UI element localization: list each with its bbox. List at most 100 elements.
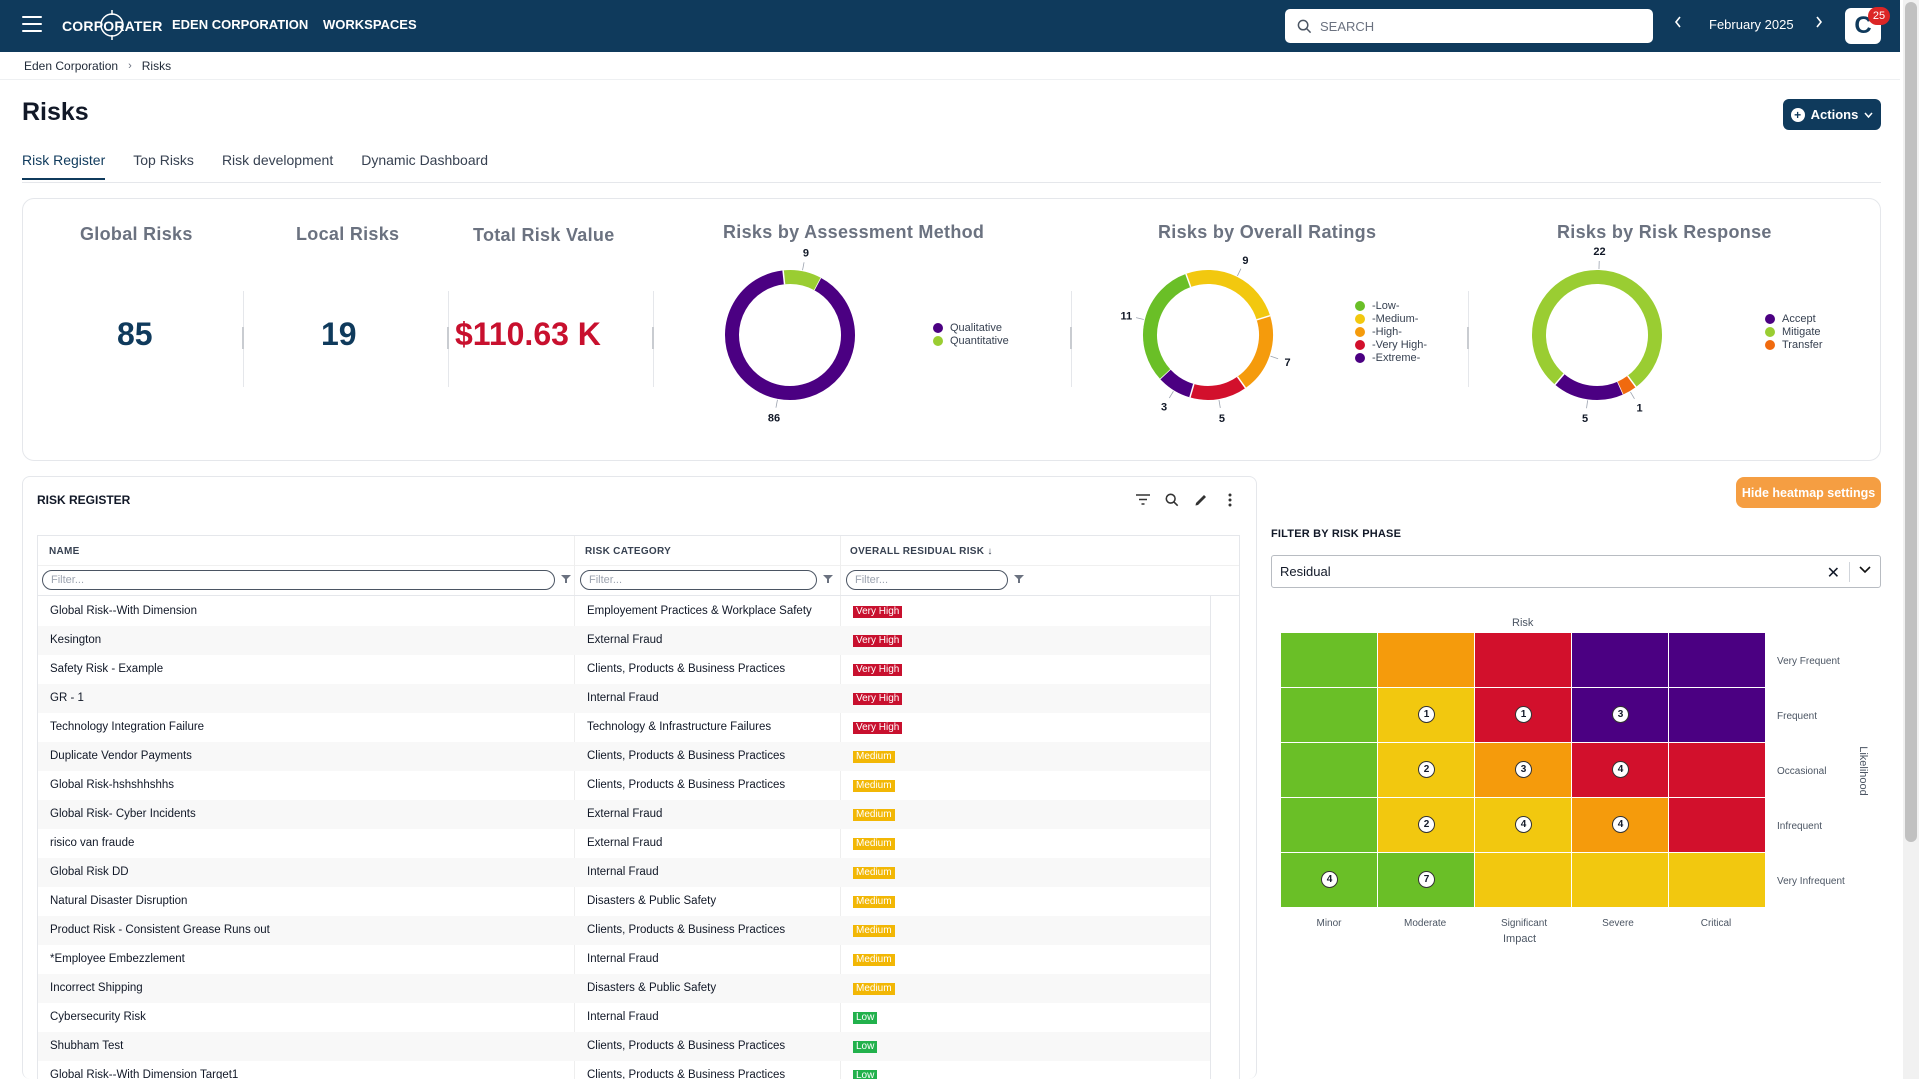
table-row[interactable]: Duplicate Vendor Payments Clients, Produc… <box>38 742 1210 771</box>
local-risks-value[interactable]: 19 <box>321 316 357 352</box>
heatmap-cell[interactable] <box>1669 688 1765 742</box>
heatmap-count-badge[interactable]: 1 <box>1515 706 1532 723</box>
clear-icon[interactable]: ✕ <box>1826 565 1840 582</box>
heatmap-count-badge[interactable]: 2 <box>1418 761 1435 778</box>
donut-slice[interactable] <box>1237 315 1273 389</box>
more-vertical-icon[interactable] <box>1221 491 1238 508</box>
table-row[interactable]: Global Risk--With Dimension Employement P… <box>38 597 1210 626</box>
table-row[interactable]: Technology Integration Failure Technology… <box>38 713 1210 742</box>
legend-item[interactable]: Qualitative <box>933 322 1002 334</box>
column-risk-header[interactable]: OVERALL RESIDUAL RISK ↓ <box>850 546 993 557</box>
total-risk-value[interactable]: $110.63 K <box>455 316 601 352</box>
page-scrollbar[interactable] <box>1903 0 1919 1079</box>
table-row[interactable]: Global Risk- Cyber Incidents External Fra… <box>38 800 1210 829</box>
risk-name-cell[interactable]: Shubham Test <box>50 1040 124 1052</box>
column-filter-icon[interactable] <box>823 575 833 583</box>
donut-slice[interactable] <box>1189 376 1246 400</box>
column-filter-icon[interactable] <box>561 575 571 583</box>
risk-name-cell[interactable]: Kesington <box>50 634 102 646</box>
scroll-thumb[interactable] <box>1905 2 1917 842</box>
legend-item[interactable]: Accept <box>1765 313 1816 325</box>
breadcrumb-eden-corporation[interactable]: Eden Corporation <box>24 59 119 73</box>
table-row[interactable]: Global Risk-hshshhshhs Clients, Products … <box>38 771 1210 800</box>
tab-dynamic-dashboard[interactable]: Dynamic Dashboard <box>361 152 489 168</box>
risk-name-cell[interactable]: Technology Integration Failure <box>50 721 205 733</box>
heatmap-cell[interactable] <box>1669 798 1765 852</box>
actions-button[interactable]: + Actions <box>1783 99 1881 130</box>
risk-name-cell[interactable]: Global Risk- Cyber Incidents <box>50 808 196 820</box>
risk-name-cell[interactable]: *Employee Embezzlement <box>50 953 185 965</box>
risk-phase-select[interactable]: Residual ✕ <box>1271 555 1881 588</box>
risk-name-cell[interactable]: Cybersecurity Risk <box>50 1011 146 1023</box>
edit-icon[interactable] <box>1192 491 1209 508</box>
hide-heatmap-settings-button[interactable]: Hide heatmap settings <box>1736 477 1881 508</box>
table-row[interactable]: Global Risk--With Dimension Target1 Clien… <box>38 1061 1210 1079</box>
table-row[interactable]: Incorrect Shipping Disasters & Public Saf… <box>38 974 1210 1003</box>
risk-name-cell[interactable]: Global Risk--With Dimension <box>50 605 197 617</box>
heatmap-cell[interactable] <box>1281 798 1377 852</box>
table-row[interactable]: Natural Disaster Disruption Disasters & P… <box>38 887 1210 916</box>
donut-slice[interactable] <box>1532 270 1662 387</box>
table-row[interactable]: Kesington External Fraud Very High <box>38 626 1210 655</box>
table-row[interactable]: Shubham Test Clients, Products & Business… <box>38 1032 1210 1061</box>
column-filter-icon[interactable] <box>1014 575 1024 583</box>
heatmap-count-badge[interactable]: 4 <box>1612 816 1629 833</box>
legend-item[interactable]: -Low- <box>1355 300 1400 312</box>
name-filter-input[interactable] <box>42 570 555 590</box>
legend-item[interactable]: -Very High- <box>1355 339 1427 351</box>
heatmap-count-badge[interactable]: 4 <box>1515 816 1532 833</box>
column-category-header[interactable]: RISK CATEGORY <box>585 546 672 557</box>
donut-slice[interactable] <box>783 270 821 291</box>
heatmap-cell[interactable] <box>1281 633 1377 687</box>
next-period-icon[interactable] <box>1815 16 1823 31</box>
table-row[interactable]: risico van fraude External Fraud Medium <box>38 829 1210 858</box>
donut-slice[interactable] <box>1185 270 1271 321</box>
heatmap-cell[interactable] <box>1572 853 1668 907</box>
chevron-down-icon[interactable] <box>1859 566 1871 574</box>
heatmap-count-badge[interactable]: 3 <box>1612 706 1629 723</box>
notification-badge[interactable]: 25 <box>1868 7 1890 25</box>
legend-item[interactable]: Transfer <box>1765 339 1823 351</box>
risk-name-cell[interactable]: Global Risk--With Dimension Target1 <box>50 1069 239 1079</box>
global-risks-value[interactable]: 85 <box>117 316 153 352</box>
filter-icon[interactable] <box>1134 491 1151 508</box>
risk-name-cell[interactable]: risico van fraude <box>50 837 135 849</box>
logo[interactable]: CORPORATER <box>62 10 163 40</box>
heatmap-cell[interactable] <box>1378 633 1474 687</box>
heatmap-count-badge[interactable]: 4 <box>1612 761 1629 778</box>
heatmap-cell[interactable] <box>1669 743 1765 797</box>
prev-period-icon[interactable] <box>1674 16 1682 31</box>
risk-name-cell[interactable]: Global Risk DD <box>50 866 129 878</box>
tab-risk-development[interactable]: Risk development <box>221 152 334 168</box>
heatmap-count-badge[interactable]: 7 <box>1418 871 1435 888</box>
risk-name-cell[interactable]: Global Risk-hshshhshhs <box>50 779 175 791</box>
table-row[interactable]: Global Risk DD Internal Fraud Medium <box>38 858 1210 887</box>
risk-name-cell[interactable]: Natural Disaster Disruption <box>50 895 188 907</box>
donut-slice[interactable] <box>1617 375 1636 395</box>
legend-item[interactable]: -Extreme- <box>1355 352 1420 364</box>
grid-vertical-scrollbar[interactable] <box>1210 596 1240 1079</box>
donut-slice[interactable] <box>1554 373 1624 400</box>
table-row[interactable]: GR - 1 Internal Fraud Very High <box>38 684 1210 713</box>
table-row[interactable]: *Employee Embezzlement Internal Fraud Medi… <box>38 945 1210 974</box>
risk-name-cell[interactable]: Incorrect Shipping <box>50 982 143 994</box>
period-label[interactable]: February 2025 <box>1709 17 1794 32</box>
heatmap-cell[interactable] <box>1572 633 1668 687</box>
tab-top-risks[interactable]: Top Risks <box>133 152 194 168</box>
legend-item[interactable]: -High- <box>1355 326 1402 338</box>
legend-item[interactable]: -Medium- <box>1355 313 1418 325</box>
table-row[interactable]: Safety Risk - Example Clients, Products &… <box>38 655 1210 684</box>
search-icon[interactable] <box>1163 491 1180 508</box>
risk-name-cell[interactable]: GR - 1 <box>50 692 84 704</box>
heatmap-cell[interactable] <box>1281 688 1377 742</box>
legend-item[interactable]: Quantitative <box>933 335 1009 347</box>
category-filter-input[interactable] <box>580 570 817 590</box>
donut-slice[interactable] <box>725 270 855 400</box>
heatmap-count-badge[interactable]: 2 <box>1418 816 1435 833</box>
breadcrumb-risks[interactable]: Risks <box>141 59 172 73</box>
column-name-header[interactable]: NAME <box>49 546 80 557</box>
heatmap-cell[interactable] <box>1281 743 1377 797</box>
risk-name-cell[interactable]: Safety Risk - Example <box>50 663 164 675</box>
table-row[interactable]: Cybersecurity Risk Internal Fraud Low <box>38 1003 1210 1032</box>
donut-slice[interactable] <box>1143 273 1191 380</box>
